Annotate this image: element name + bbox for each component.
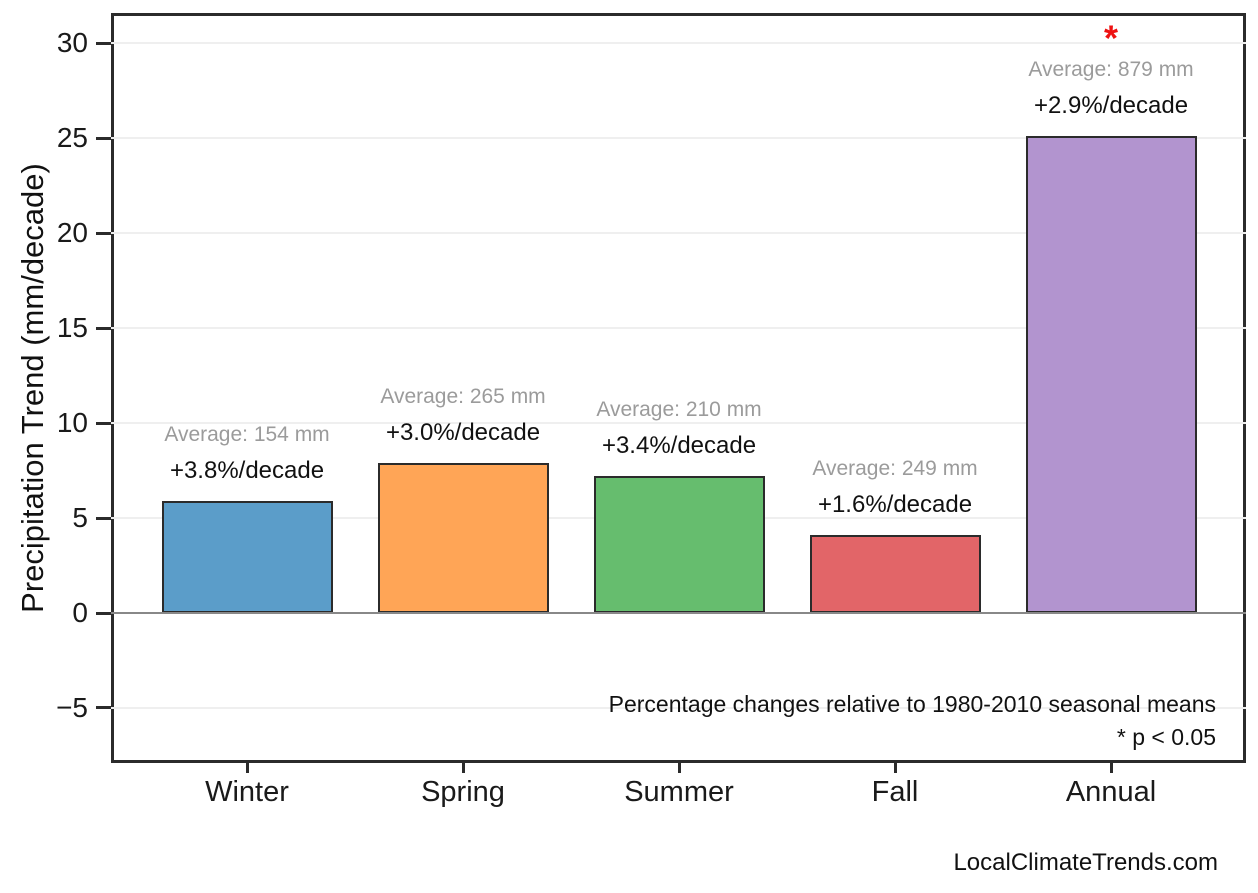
bar-average-label: Average: 154 mm: [164, 422, 330, 446]
y-tick-label: 20: [56, 217, 88, 249]
bar-trend-label: +1.6%/decade: [817, 491, 973, 519]
y-tick-label: 5: [72, 502, 88, 534]
y-tick-label: 15: [56, 312, 88, 344]
bar-summer: [593, 476, 765, 613]
x-tick-label-annual: Annual: [1065, 776, 1157, 808]
x-tick: [245, 761, 249, 773]
bar-average-label: Average: 249 mm: [812, 457, 978, 481]
bar-trend-label: +2.9%/decade: [1033, 92, 1189, 120]
y-tick: [96, 421, 111, 425]
bar-trend-label: +3.8%/decade: [169, 456, 325, 484]
gridline: [111, 327, 1246, 330]
y-tick: [96, 41, 111, 45]
gridline: [111, 232, 1246, 235]
gridline: [111, 422, 1246, 425]
y-tick-label: 0: [72, 597, 88, 628]
annotation-note: Percentage changes relative to 1980-2010…: [608, 691, 1216, 717]
gridline: [111, 42, 1246, 45]
x-tick: [893, 761, 897, 773]
x-tick-label-winter: Winter: [205, 776, 289, 808]
y-tick: [96, 611, 111, 615]
bar-annual: [1025, 136, 1197, 613]
bar-average-label: Average: 879 mm: [1028, 58, 1194, 82]
significance-asterisk: *: [1103, 17, 1119, 59]
x-tick-label-summer: Summer: [624, 776, 734, 808]
bar-average-label: Average: 265 mm: [380, 385, 546, 408]
zero-line: [111, 612, 1246, 614]
watermark: LocalClimateTrends.com: [953, 849, 1218, 876]
x-tick-label-fall: Fall: [871, 776, 919, 808]
y-tick: [96, 706, 111, 710]
y-tick-label: 30: [56, 27, 88, 59]
bar-winter: [161, 500, 333, 613]
significance-note: * p < 0.05: [1116, 724, 1216, 750]
y-tick: [96, 231, 111, 235]
bar-average-label: Average: 210 mm: [596, 398, 762, 422]
bar-fall: [809, 535, 981, 613]
y-tick: [96, 136, 111, 140]
y-tick-label: 10: [56, 407, 88, 439]
y-tick-label: 25: [56, 122, 88, 154]
bar-trend-label: +3.0%/decade: [385, 419, 541, 446]
y-tick-label: −5: [56, 691, 88, 723]
y-tick: [96, 516, 111, 520]
x-tick-label-spring: Spring: [421, 776, 505, 808]
y-tick: [96, 326, 111, 330]
bar-spring: [377, 463, 549, 613]
x-tick: [1109, 761, 1113, 773]
gridline: [111, 706, 1246, 709]
x-tick: [461, 761, 465, 773]
y-axis-title: Precipitation Trend (mm/decade): [15, 163, 50, 613]
bar-trend-label: +3.4%/decade: [601, 432, 757, 460]
x-tick: [677, 761, 681, 773]
gridline: [111, 137, 1246, 140]
